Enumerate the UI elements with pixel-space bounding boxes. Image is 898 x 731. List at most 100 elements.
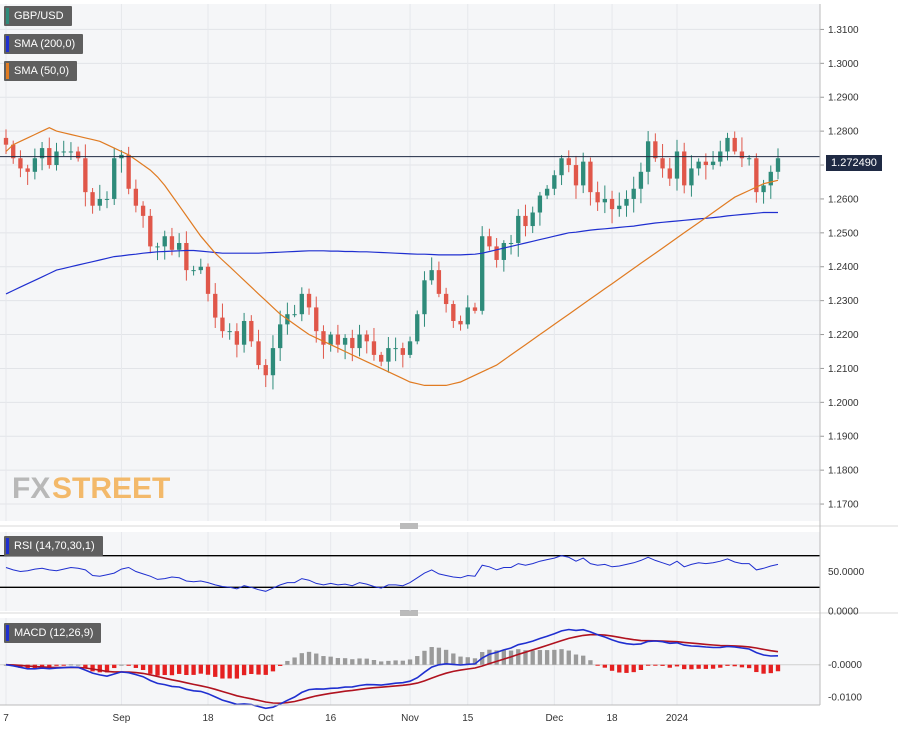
macd-histogram-bar (176, 664, 182, 674)
macd-histogram-bar (350, 659, 355, 665)
legend-sma200-label: SMA (200,0) (14, 38, 76, 50)
macd-histogram-bar (494, 650, 499, 665)
candle (321, 325, 326, 359)
macd-histogram-bar (768, 664, 773, 674)
rsi-panel (0, 555, 820, 592)
candle (429, 257, 434, 285)
legend-sma50[interactable]: SMA (50,0) (4, 61, 78, 81)
macd-histogram-bar (487, 649, 492, 665)
macd-histogram-bar (645, 664, 651, 666)
macd-histogram-bar (407, 659, 413, 665)
candle (386, 336, 391, 373)
candle (299, 287, 304, 322)
candle (400, 342, 405, 368)
candle (379, 351, 384, 367)
candle (133, 179, 139, 213)
y-tick-label: 1.1900 (828, 432, 859, 443)
macd-histogram-bar (299, 653, 304, 665)
candle (328, 331, 333, 352)
macd-histogram-bar (674, 664, 680, 667)
macd-panel (0, 628, 820, 710)
candle (602, 185, 608, 214)
candle (696, 158, 701, 176)
candle (732, 131, 737, 155)
candle (263, 359, 268, 388)
sma50-line (5, 127, 779, 386)
candle (371, 327, 377, 361)
macd-histogram-bar (465, 657, 470, 665)
legend-sma200-swatch (6, 36, 9, 52)
legend-rsi-label: RSI (14,70,30,1) (14, 540, 95, 552)
candle (523, 204, 528, 237)
macd-histogram-bar (746, 664, 752, 669)
rsi-y-tick-label: 50.0000 (828, 567, 865, 578)
macd-histogram-bar (83, 664, 88, 669)
macd-histogram-bar (364, 658, 369, 665)
macd-histogram-bar (256, 664, 261, 675)
candle (559, 155, 564, 186)
candle (552, 170, 557, 196)
macd-histogram-bar (703, 664, 709, 669)
candle (566, 150, 571, 173)
x-tick-label: Nov (401, 713, 419, 724)
legend-sma200[interactable]: SMA (200,0) (4, 34, 84, 54)
macd-histogram-bar (624, 664, 629, 673)
candle (364, 330, 369, 354)
x-tick-label: 2024 (666, 713, 689, 724)
macd-histogram-bar (140, 664, 146, 671)
legend-macd-label: MACD (12,26,9) (14, 627, 94, 639)
macd-y-tick-label: -0.0100 (828, 692, 862, 703)
candle (198, 258, 203, 274)
candle (653, 133, 658, 162)
macd-divider-handle[interactable] (400, 610, 418, 616)
candle (689, 155, 694, 197)
x-tick-label: Oct (258, 713, 274, 724)
candle (480, 226, 485, 315)
macd-histogram-bar (725, 664, 730, 666)
candle (617, 192, 622, 217)
legend-rsi[interactable]: RSI (14,70,30,1) (4, 536, 103, 556)
legend-macd[interactable]: MACD (12,26,9) (4, 623, 102, 643)
sma200-line (5, 211, 778, 295)
macd-histogram-bar (573, 654, 579, 665)
watermark-fx: FX (12, 472, 50, 505)
macd-histogram-bar (270, 664, 276, 672)
macd-histogram-bar (588, 660, 593, 665)
legend-sma50-swatch (6, 63, 9, 79)
macd-histogram-bar (400, 660, 405, 665)
y-tick-label: 1.2300 (828, 296, 859, 307)
legend-price[interactable]: GBP/USD (4, 6, 72, 26)
macd-histogram-bar (371, 660, 377, 665)
candle (544, 185, 550, 200)
macd-histogram-bar (75, 664, 81, 666)
macd-histogram-bar (523, 650, 528, 665)
price-panel (0, 127, 820, 390)
candle (739, 137, 745, 168)
macd-histogram-bar (342, 658, 348, 665)
y-tick-label: 1.2900 (828, 93, 859, 104)
y-tick-label: 1.1800 (828, 466, 859, 477)
macd-histogram-bar (451, 653, 456, 665)
candle (451, 300, 456, 328)
macd-histogram-bar (660, 664, 665, 666)
candle (75, 146, 81, 162)
macd-histogram-bar (234, 664, 240, 679)
macd-histogram-bar (581, 655, 586, 665)
grid-lines (0, 4, 820, 705)
rsi-y-tick-label: 0.0000 (828, 607, 859, 618)
macd-histogram-bar (631, 664, 636, 673)
candle (249, 315, 254, 347)
y-tick-label: 1.2500 (828, 228, 859, 239)
candle (227, 323, 232, 340)
candle (104, 191, 110, 209)
y-tick-label: 1.2600 (828, 194, 859, 205)
rsi-divider-handle[interactable] (400, 523, 418, 529)
macd-histogram-bar (472, 658, 478, 665)
macd-histogram-bar (18, 664, 23, 668)
candle (184, 231, 189, 281)
macd-histogram-bar (328, 656, 333, 665)
macd-histogram-bar (552, 649, 557, 665)
macd-line (5, 628, 779, 710)
